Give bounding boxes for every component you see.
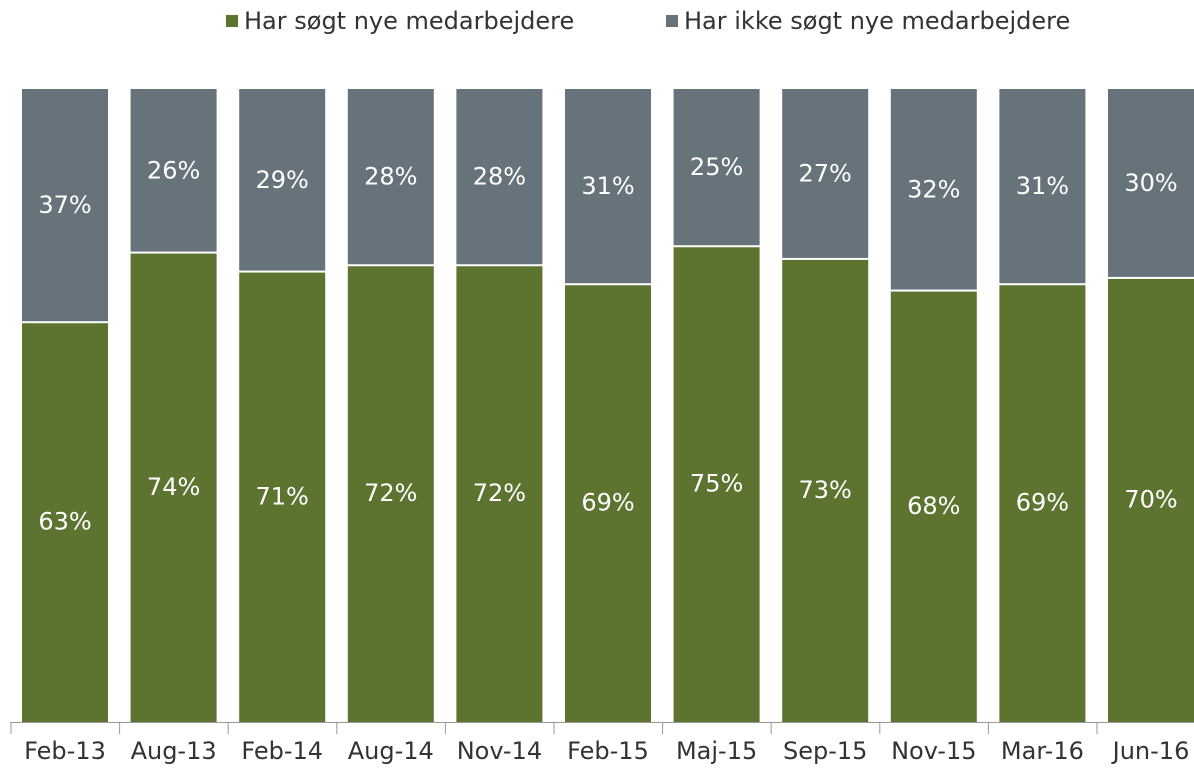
x-tick-label: Maj-15 (676, 737, 757, 765)
bar-segment (347, 266, 434, 722)
legend-label: Har ikke søgt nye medarbejdere (684, 7, 1070, 35)
value-label: 29% (256, 166, 309, 194)
value-label: 74% (147, 473, 200, 501)
bar-segment (782, 89, 869, 258)
bar-segment (673, 89, 760, 246)
bar-segment (239, 272, 326, 722)
value-label: 72% (473, 479, 526, 507)
bar-segment (130, 253, 217, 722)
value-label: 31% (581, 172, 634, 200)
value-label: 71% (256, 482, 309, 510)
bar-segment (347, 89, 434, 265)
bar-segment (130, 89, 217, 252)
bar-segment (456, 89, 543, 265)
x-tick-label: Feb-15 (567, 737, 649, 765)
x-tick-label: Nov-15 (891, 737, 976, 765)
x-tick-label: Nov-14 (457, 737, 542, 765)
bar-segment (22, 89, 108, 322)
x-tick-label: Mar-16 (1001, 737, 1084, 765)
value-label: 32% (907, 175, 960, 203)
bar-segment (456, 266, 543, 722)
bar-segment (565, 89, 651, 284)
x-tick-label: Sep-15 (783, 737, 867, 765)
x-tick-label: Aug-14 (348, 737, 434, 765)
value-label: 63% (38, 508, 91, 536)
bar-segment (22, 323, 108, 722)
value-label: 72% (364, 479, 417, 507)
value-label: 70% (1124, 485, 1177, 513)
bar-segment (890, 291, 977, 722)
bar-segment (782, 259, 869, 722)
value-label: 75% (690, 470, 743, 498)
x-tick-label: Aug-13 (131, 737, 217, 765)
bar-segment (890, 89, 977, 290)
legend-swatch (226, 15, 238, 27)
value-label: 69% (1016, 489, 1069, 517)
legend-label: Har søgt nye medarbejdere (244, 7, 574, 35)
value-label: 73% (799, 476, 852, 504)
legend-swatch (666, 15, 678, 27)
value-label: 31% (1016, 172, 1069, 200)
value-label: 68% (907, 492, 960, 520)
value-label: 28% (473, 163, 526, 191)
value-label: 27% (799, 159, 852, 187)
value-label: 28% (364, 163, 417, 191)
bar-segment (1108, 89, 1194, 277)
bar-segment (565, 285, 651, 722)
value-label: 37% (38, 191, 91, 219)
bar-segment (999, 89, 1086, 284)
bar-segment (673, 247, 760, 722)
x-tick-label: Jun-16 (1111, 737, 1190, 765)
value-label: 30% (1124, 169, 1177, 197)
x-tick-label: Feb-14 (241, 737, 323, 765)
x-tick-label: Feb-13 (24, 737, 106, 765)
value-label: 26% (147, 156, 200, 184)
value-label: 69% (581, 489, 634, 517)
bar-segment (239, 89, 326, 271)
value-label: 25% (690, 153, 743, 181)
bar-segment (999, 285, 1086, 722)
bar-segment (1108, 278, 1194, 722)
